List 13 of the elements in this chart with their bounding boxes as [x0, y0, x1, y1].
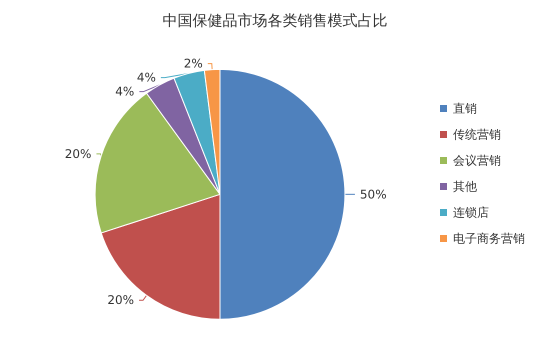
data-label: 20% [107, 293, 134, 308]
legend-label: 传统营销 [453, 128, 501, 142]
data-label: 20% [64, 146, 92, 161]
legend-label: 直销 [453, 102, 477, 116]
legend-label: 电子商务营销 [453, 232, 525, 246]
data-label: 50% [360, 187, 387, 202]
legend-label: 连锁店 [453, 206, 489, 220]
data-label: 4% [136, 70, 156, 85]
chart-title: 中国保健品市场各类销售模式占比 [162, 12, 388, 30]
legend-label: 其他 [453, 180, 477, 194]
data-label: 4% [115, 84, 134, 99]
data-label: 2% [184, 56, 203, 71]
legend-label: 会议营销 [453, 154, 501, 168]
